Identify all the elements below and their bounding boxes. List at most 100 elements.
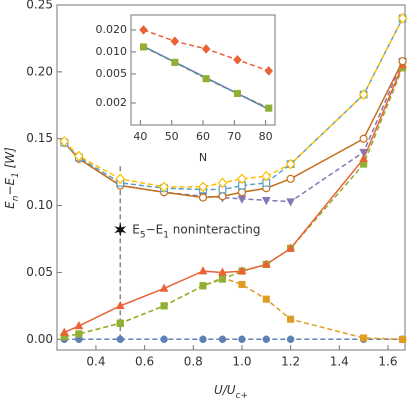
- y-tick-label: 0.15: [26, 131, 53, 145]
- marker: [397, 12, 408, 24]
- x-tick-label: 70: [227, 130, 241, 143]
- marker: [199, 282, 207, 290]
- marker: [261, 259, 271, 268]
- marker: [198, 266, 208, 275]
- x-tick-label: 40: [133, 130, 147, 143]
- label-part: 1: [163, 230, 169, 240]
- x-tick-label: 0.4: [86, 355, 105, 369]
- marker: [261, 196, 271, 206]
- marker: [359, 134, 368, 143]
- x-axis-label: U/Uc+: [214, 383, 248, 401]
- x-axis-label: N: [199, 151, 207, 164]
- marker: [199, 335, 207, 344]
- x-tick-label: 1.0: [232, 355, 251, 369]
- marker: [237, 266, 247, 275]
- marker: [287, 315, 295, 323]
- marker: [201, 44, 211, 54]
- marker: [358, 89, 369, 100]
- x-tick-label: 80: [259, 130, 273, 143]
- marker: [116, 319, 124, 327]
- marker: [286, 335, 295, 344]
- marker: [286, 174, 295, 183]
- marker: [74, 320, 84, 330]
- y-tick-label: 0.010: [96, 45, 128, 58]
- marker: [116, 335, 125, 344]
- label-part: [W]: [3, 147, 17, 172]
- annotation-text: E5−E1 noninteracting: [132, 222, 260, 240]
- marker: [262, 335, 271, 344]
- y-tick-label: 0.00: [26, 332, 53, 346]
- marker: [160, 302, 168, 310]
- marker: [75, 330, 83, 338]
- marker: [218, 267, 227, 276]
- inset-plot: 40 50 60 70 80 0.002 0.005 0.010 0.020 N: [96, 14, 276, 164]
- label-part: −E: [146, 222, 164, 236]
- label-part: E: [132, 222, 140, 236]
- y-axis-label: En−E1 [W]: [3, 147, 21, 209]
- marker: [233, 89, 241, 98]
- marker: [261, 170, 272, 182]
- x-tick-label: 1.6: [378, 355, 397, 369]
- marker: [286, 243, 296, 252]
- marker: [218, 192, 227, 201]
- label-part: 5: [140, 230, 146, 240]
- y-tick-label: 0.020: [96, 23, 128, 36]
- marker: [139, 25, 148, 35]
- y-tick-label: 0.05: [26, 265, 53, 279]
- label-part: c+: [236, 391, 249, 401]
- marker: [159, 181, 169, 193]
- marker: [237, 173, 247, 185]
- marker: [59, 327, 69, 336]
- x-tick-label: 0.8: [184, 355, 203, 369]
- label-part: −E: [3, 178, 17, 196]
- marker: [139, 43, 148, 51]
- label-part: N: [199, 151, 207, 164]
- marker: [285, 158, 296, 170]
- marker: [398, 57, 407, 66]
- marker: [115, 300, 125, 310]
- marker: [202, 75, 210, 83]
- marker: [217, 177, 228, 189]
- marker: [74, 150, 84, 162]
- y-tick-label: 0.25: [26, 0, 53, 12]
- label-part: n: [11, 195, 21, 201]
- marker: [115, 173, 126, 185]
- marker: [170, 36, 180, 47]
- marker: [237, 188, 247, 197]
- y-tick-label: 0.20: [26, 64, 53, 78]
- label-part: U/U: [214, 383, 236, 397]
- marker: [359, 153, 369, 163]
- marker: [159, 283, 169, 292]
- marker: [218, 335, 227, 344]
- marker: [160, 335, 168, 344]
- x-tick-label: 50: [165, 130, 179, 143]
- marker: [198, 193, 208, 202]
- plot-frame: [130, 14, 276, 126]
- y-tick-label: 0.002: [96, 96, 128, 109]
- marker: [264, 66, 274, 76]
- marker: [218, 275, 227, 283]
- marker: [265, 104, 273, 112]
- label-part: 1: [11, 172, 21, 178]
- marker: [286, 198, 296, 207]
- label-part: E: [3, 201, 17, 209]
- x-tick-label: 1.2: [281, 355, 300, 369]
- marker: [238, 280, 246, 289]
- marker: [59, 135, 70, 147]
- marker: [360, 334, 368, 342]
- marker: [359, 148, 369, 158]
- x-tick-label: 60: [196, 130, 210, 143]
- x-tick-label: 0.6: [135, 355, 154, 369]
- marker: [233, 54, 242, 65]
- annotation-marker: [114, 222, 127, 237]
- marker: [399, 335, 407, 343]
- label-part: noninteracting: [169, 222, 261, 236]
- y-tick-label: 0.005: [96, 67, 128, 80]
- marker: [171, 58, 179, 66]
- marker: [238, 335, 246, 344]
- marker: [262, 295, 270, 303]
- y-tick-label: 0.10: [26, 198, 53, 212]
- x-tick-label: 1.4: [330, 355, 349, 369]
- marker: [198, 181, 208, 193]
